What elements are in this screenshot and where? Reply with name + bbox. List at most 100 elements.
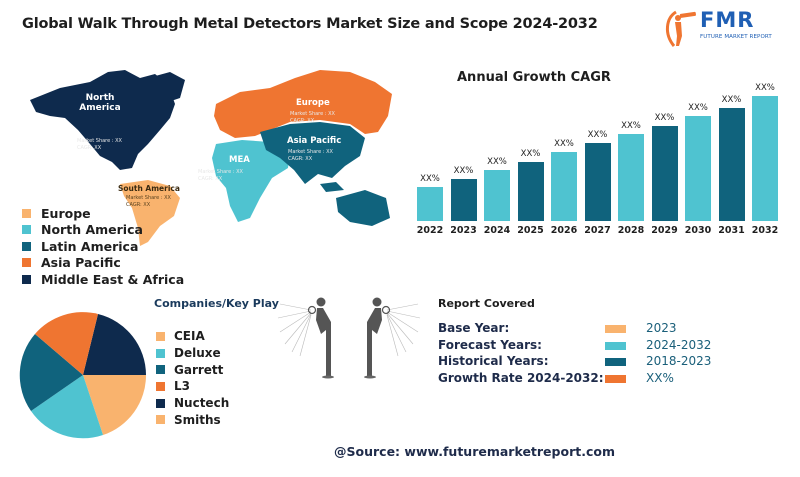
legend-label: Deluxe xyxy=(174,346,221,361)
bar-value-label: XX% xyxy=(420,174,440,184)
chart-title: Annual Growth CAGR xyxy=(457,70,611,85)
report-swatch xyxy=(605,341,626,350)
bar-2028 xyxy=(618,134,644,221)
pie-slice-garrett xyxy=(19,334,83,411)
companies-legend: CEIA Deluxe Garrett L3 Nuctech Smiths xyxy=(156,328,229,428)
bar-year-label: 2027 xyxy=(584,225,611,236)
bar-2030 xyxy=(685,116,711,221)
report-label-growth-rate: Growth Rate 2024-2032: xyxy=(438,371,604,386)
map-label-south-america: South America xyxy=(118,184,180,193)
legend-item: Nuctech xyxy=(156,395,229,412)
region-legend: Europe North America Latin America Asia … xyxy=(22,205,184,288)
pie-slice-smiths xyxy=(83,375,147,435)
legend-swatch xyxy=(156,331,165,341)
bar-2027 xyxy=(584,143,611,221)
legend-swatch xyxy=(156,348,165,358)
asia-pacific-shape xyxy=(260,122,365,184)
legend-swatch xyxy=(156,381,165,391)
bar-value-label: XX% xyxy=(721,95,742,105)
fmr-logo: FMR FUTURE MARKET REPORT xyxy=(664,6,784,50)
report-label-forecast-years: Forecast Years: xyxy=(438,337,542,352)
report-value-forecast-years: 2024-2032 xyxy=(646,337,712,352)
map-label-asia-pacific: Asia Pacific xyxy=(287,136,342,146)
legend-item: Garrett xyxy=(156,361,229,378)
bar-2031 xyxy=(718,108,745,221)
map-share-mea: Market Share : XX xyxy=(198,169,243,175)
report-label-base-year: Base Year: xyxy=(438,321,510,335)
pie-slice-l3 xyxy=(35,312,98,375)
report-labels: Base Year: Forecast Years: Historical Ye… xyxy=(438,321,604,388)
pie-slice-nuctech xyxy=(83,314,146,375)
legend-swatch xyxy=(22,225,31,235)
map-cagr-north-america: CAGR: XX xyxy=(77,145,102,151)
pie-slice-deluxe xyxy=(31,375,103,439)
bar-2029 xyxy=(651,126,678,221)
map-share-north-america: Market Share : XX xyxy=(77,138,122,144)
bar-year-label: 2025 xyxy=(517,225,544,236)
report-value-base-year: 2023 xyxy=(646,321,677,335)
bar-2023 xyxy=(450,179,477,221)
legend-label: Nuctech xyxy=(174,396,230,411)
legend-label: North America xyxy=(41,222,143,238)
report-value-historical-years: 2018-2023 xyxy=(646,354,712,369)
map-share-asia-pacific: Market Share : XX xyxy=(288,149,333,155)
bar-2032 xyxy=(752,96,778,221)
legend-swatch xyxy=(22,241,31,251)
bar-value-label: XX% xyxy=(621,121,641,131)
legend-label: Europe xyxy=(41,205,91,221)
report-swatch xyxy=(605,358,626,367)
legend-label: Middle East & Africa xyxy=(41,271,185,287)
legend-item: Europe xyxy=(22,205,184,222)
source-link[interactable]: @Source: www.futuremarketreport.com xyxy=(334,444,615,459)
bar-year-label: 2029 xyxy=(651,225,678,236)
map-share-europe: Market Share : XX xyxy=(290,111,335,117)
mea-shape xyxy=(212,140,290,222)
legend-label: Smiths xyxy=(174,412,221,427)
legend-swatch xyxy=(22,274,31,284)
map-cagr-mea: CAGR: XX xyxy=(198,176,223,182)
map-label-europe: Europe xyxy=(296,98,330,108)
bar-value-label: XX% xyxy=(587,130,608,140)
legend-label: L3 xyxy=(174,379,190,394)
legend-item: North America xyxy=(22,222,184,239)
logo-subtitle: FUTURE MARKET REPORT xyxy=(700,34,772,40)
report-swatch xyxy=(605,325,626,333)
bar-year-label: 2026 xyxy=(550,225,578,236)
legend-swatch xyxy=(156,398,165,408)
legend-label: CEIA xyxy=(174,329,205,344)
legend-swatch xyxy=(22,258,31,268)
legend-item: Smiths xyxy=(156,411,229,428)
report-title: Report Covered xyxy=(438,297,535,310)
world-map: North America Market Share : XX CAGR: XX… xyxy=(20,58,420,248)
map-label-north-america: North America xyxy=(79,93,121,113)
legend-item: Deluxe xyxy=(156,345,229,362)
legend-label: Garrett xyxy=(174,362,224,377)
report-swatch xyxy=(605,375,626,384)
bar-2024 xyxy=(484,170,510,221)
bar-value-label: XX% xyxy=(688,103,708,113)
legend-item: Middle East & Africa xyxy=(22,271,184,288)
europe-shape xyxy=(214,70,392,138)
logo-text: FMR xyxy=(700,8,755,32)
map-cagr-south-america: CAGR: XX xyxy=(126,202,151,208)
bar-value-label: XX% xyxy=(554,139,574,149)
bar-value-label: XX% xyxy=(654,113,675,123)
report-swatches xyxy=(605,325,626,392)
bar-value-label: XX% xyxy=(755,83,775,93)
north-america-shape xyxy=(30,70,175,170)
bar-year-label: 2028 xyxy=(617,225,645,236)
legend-item: CEIA xyxy=(156,328,229,345)
bar-value-label: XX% xyxy=(453,166,474,176)
bar-value-label: XX% xyxy=(520,149,541,159)
page-title: Global Walk Through Metal Detectors Mark… xyxy=(22,16,598,32)
report-value-growth-rate: XX% xyxy=(646,371,674,386)
legend-swatch xyxy=(156,365,165,375)
companies-pie-chart xyxy=(18,310,148,440)
report-label-historical-years: Historical Years: xyxy=(438,354,549,369)
bar-year-label: 2022 xyxy=(416,225,444,236)
bar-year-label: 2032 xyxy=(751,225,779,236)
left-inspector-icon xyxy=(277,303,312,357)
legend-item: Latin America xyxy=(22,238,184,255)
legend-label: Asia Pacific xyxy=(41,255,121,271)
map-cagr-asia-pacific: CAGR: XX xyxy=(288,156,313,162)
